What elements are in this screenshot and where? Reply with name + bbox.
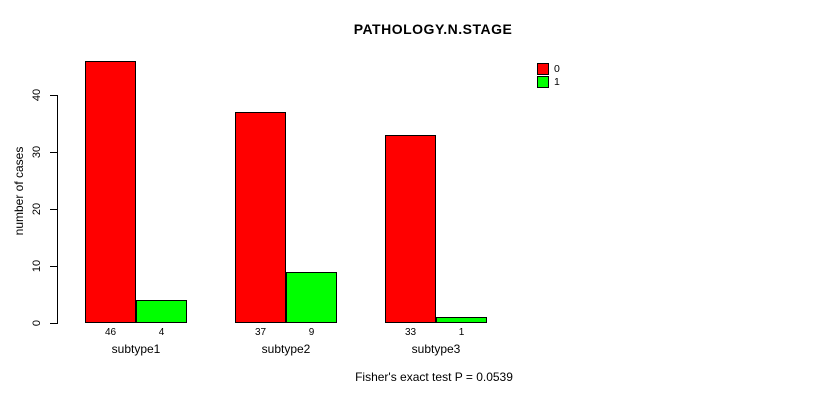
y-axis-tick xyxy=(50,151,57,153)
legend-entry-1: 1 xyxy=(537,76,560,88)
y-axis-tick xyxy=(50,265,57,267)
y-axis-tick-label: 20 xyxy=(31,202,43,216)
y-axis-tick xyxy=(50,208,57,210)
chart-title: PATHOLOGY.N.STAGE xyxy=(353,21,513,37)
y-axis-tick-label: 10 xyxy=(31,259,43,273)
legend-label: 0 xyxy=(554,63,560,75)
bar-subtype1-series0 xyxy=(85,60,136,323)
bar-subtype3-series0 xyxy=(385,134,436,323)
legend-swatch-icon xyxy=(537,63,549,75)
bar-value-label: 33 xyxy=(404,327,417,338)
y-axis-tick-label: 0 xyxy=(31,319,43,327)
y-axis-line xyxy=(57,95,58,324)
bar-value-label: 46 xyxy=(104,327,117,338)
x-category-label-subtype1: subtype1 xyxy=(111,342,161,356)
y-axis-tick xyxy=(50,322,57,324)
y-axis-tick-label: 30 xyxy=(31,145,43,159)
y-axis-tick-label: 40 xyxy=(31,88,43,102)
bar-subtype2-series0 xyxy=(235,112,286,323)
legend-entry-0: 0 xyxy=(537,63,560,75)
bar-value-label: 37 xyxy=(254,327,267,338)
bar-subtype2-series1 xyxy=(286,271,337,323)
legend-swatch-icon xyxy=(537,76,549,88)
bar-subtype3-series1 xyxy=(436,317,487,323)
bar-value-label: 9 xyxy=(308,327,315,338)
bar-value-label: 4 xyxy=(158,327,165,338)
legend-label: 1 xyxy=(554,76,560,88)
bar-value-label: 1 xyxy=(458,327,465,338)
x-category-label-subtype3: subtype3 xyxy=(411,342,461,356)
stat-annotation: Fisher's exact test P = 0.0539 xyxy=(355,370,513,384)
bar-subtype1-series1 xyxy=(136,300,187,323)
y-axis-tick xyxy=(50,94,57,96)
x-category-label-subtype2: subtype2 xyxy=(261,342,311,356)
